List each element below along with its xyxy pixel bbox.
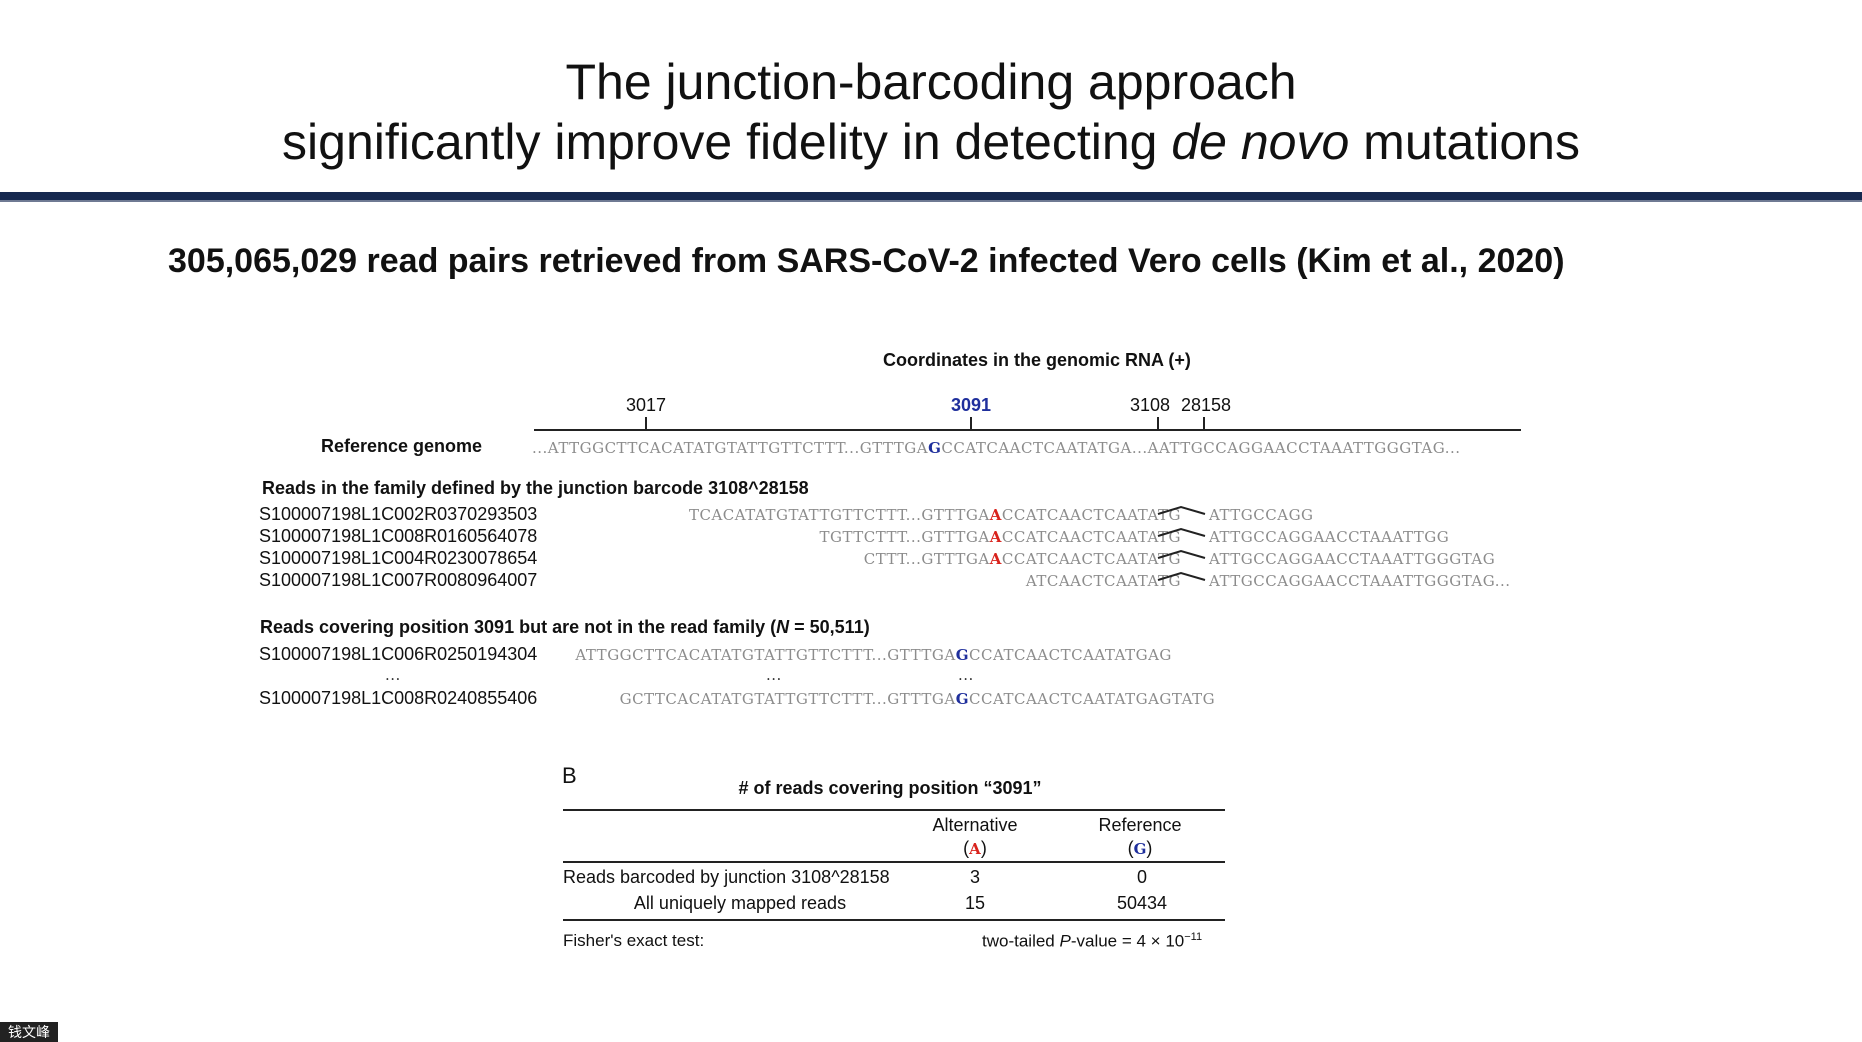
tick-label-3091: 3091 [950,395,992,415]
mutation-base: A [989,550,1002,568]
tick-3108 [1157,417,1159,431]
col-header-ref: Reference [1098,815,1182,835]
family-heading: Reads in the family defined by the junct… [262,478,809,498]
nonfamily-read-id: S100007198L1C008R0240855406 [259,688,538,708]
ellipsis: ... [958,666,974,684]
presenter-name-watermark: 钱文峰 [0,1022,58,1042]
tick-label-28158: 28158 [1180,395,1232,415]
reference-sequence: ...ATTGGCTTCACATATGTATTGTTCTTT...GTTTGAG… [532,439,1461,457]
table-title: # of reads covering position “3091” [738,778,1042,798]
read-seq-left: TGTTCTTT...GTTTGA [819,528,990,546]
read-seq-left: GCTTCACATATGTATTGTTCTTT...GTTTGA [619,690,956,708]
read-seq-left: TCACATATGTATTGTTCTTT...GTTTGA [688,506,990,524]
ellipsis: ... [766,666,782,684]
col-header-alt: Alternative [932,815,1018,835]
mutation-base: A [989,528,1002,546]
p-value-mid: -value = 4 × 10 [1070,931,1185,951]
nonfamily-heading-pre: Reads covering position 3091 but are not… [260,617,777,637]
reference-seq-right: CCATCAACTCAATATGA...AATTGCCAGGAACCTAAATT… [941,439,1461,457]
nonfamily-read-right: CCATCAACTCAATATGAG [969,646,1172,664]
nonfamily-heading: Reads covering position 3091 but are not… [260,617,870,638]
nonfamily-read-left: GCTTCACATATGTATTGTTCTTT...GTTTGAG [620,690,969,708]
p-value-exponent: −11 [1184,931,1203,943]
row-ref-value: 0 [1136,867,1148,887]
table-bottom-rule [563,919,1225,921]
slide-title: The junction-barcoding approach signific… [0,52,1862,172]
ellipsis: ... [385,666,401,684]
read-seq-mid: CCATCAACTCAATATG [1001,550,1181,568]
reference-base-3091: G [928,439,942,457]
reference-seq-left: ...ATTGGCTTCACATATGTATTGTTCTTT...GTTTGA [532,439,929,457]
nonfamily-read-right: CCATCAACTCAATATGAGTATG [969,690,1216,708]
nonfamily-read-left: ATTGGCTTCACATATGTATTGTTCTTT...GTTTGAG [575,646,969,664]
title-line-2-italic: de novo [1171,114,1350,170]
family-read-id: S100007198L1C007R0080964007 [259,570,538,590]
family-read-right: ATTGCCAGG [1209,506,1314,524]
title-line-1: The junction-barcoding approach [565,54,1297,110]
fisher-test-label: Fisher's exact test: [563,931,705,950]
read-seq-left: ATTGGCTTCACATATGTATTGTTCTTT...GTTTGA [575,646,956,664]
row-alt-value: 15 [964,893,986,913]
row-alt-value: 3 [969,867,981,887]
family-read-id: S100007198L1C008R0160564078 [259,526,538,546]
coords-title: Coordinates in the genomic RNA (+) [883,350,1191,370]
title-rule-shadow [0,200,1862,202]
title-line-2: significantly improve fidelity in detect… [0,112,1862,172]
panel-b-label: B [562,763,577,788]
row-label: Reads barcoded by junction 3108^28158 [563,867,890,887]
tick-label-3108: 3108 [1129,395,1171,415]
title-line-2-pre: significantly improve fidelity in detect… [282,114,1172,170]
row-label: All uniquely mapped reads [633,893,847,913]
title-rule [0,192,1862,200]
read-seq-mid: ATCAACTCAATATG [1025,572,1181,590]
table-header-rule [563,861,1225,863]
tick-label-3017: 3017 [625,395,667,415]
reference-label: Reference genome [321,436,483,456]
family-read-left: TGTTCTTT...GTTTGAACCATCAACTCAATATG [819,528,1181,546]
row-ref-value: 50434 [1116,893,1168,913]
tick-3017 [645,417,647,431]
junction-connector [1157,505,1206,515]
family-read-right: ATTGCCAGGAACCTAAATTGG [1209,528,1450,546]
read-seq-mid: CCATCAACTCAATATG [1001,528,1181,546]
family-read-id: S100007198L1C002R0370293503 [259,504,538,524]
read-seq-mid: CCATCAACTCAATATG [1001,506,1181,524]
tick-3091 [970,417,972,431]
family-read-right: ATTGCCAGGAACCTAAATTGGGTAG... [1209,572,1511,590]
reference-base: G [955,646,969,664]
reference-base: G [955,690,969,708]
p-value-p: P [1059,931,1071,951]
read-seq-left: CTTT...GTTTGA [863,550,990,568]
p-value: two-tailed P-value = 4 × 10−11 [982,931,1202,952]
slide-subtitle: 305,065,029 read pairs retrieved from SA… [168,242,1565,280]
junction-connector [1157,527,1206,537]
family-read-left: CTTT...GTTTGAACCATCAACTCAATATG [864,550,1181,568]
mutation-base: A [989,506,1002,524]
alt-base: A [969,840,981,858]
junction-connector [1157,571,1206,581]
junction-connector [1157,549,1206,559]
table-top-rule [563,809,1225,811]
p-value-pre: two-tailed [982,931,1060,951]
tick-28158 [1203,417,1205,431]
title-line-2-post: mutations [1349,114,1580,170]
family-read-id: S100007198L1C004R0230078654 [259,548,538,568]
family-read-right: ATTGCCAGGAACCTAAATTGGGTAG [1209,550,1496,568]
family-read-left: ATCAACTCAATATG [1026,572,1181,590]
nonfamily-heading-post: = 50,511) [789,617,870,637]
family-read-left: TCACATATGTATTGTTCTTT...GTTTGAACCATCAACTC… [689,506,1181,524]
genome-axis [534,429,1521,431]
nonfamily-read-id: S100007198L1C006R0250194304 [259,644,538,664]
ref-base: G [1133,840,1147,858]
col-header-ref-base: (G) [1127,838,1153,858]
nonfamily-heading-n: N [776,617,790,637]
col-header-alt-base: (A) [963,838,987,858]
